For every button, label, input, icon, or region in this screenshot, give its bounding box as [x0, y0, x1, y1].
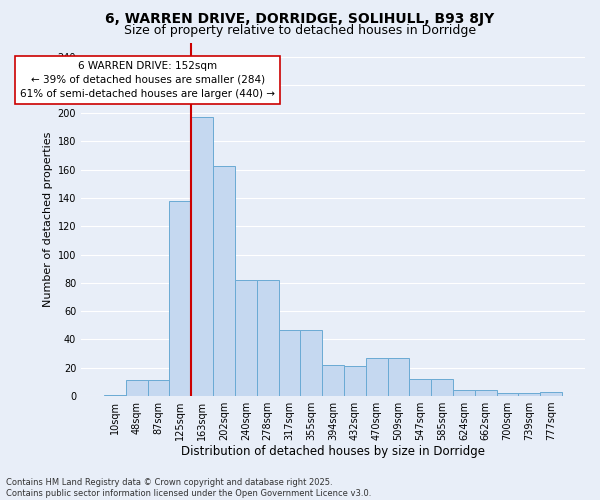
Bar [475, 390, 497, 396]
Bar [191, 118, 213, 396]
Bar [366, 358, 388, 396]
Bar [409, 379, 431, 396]
Bar [497, 393, 518, 396]
Bar [104, 394, 126, 396]
Bar [301, 330, 322, 396]
Text: 6, WARREN DRIVE, DORRIDGE, SOLIHULL, B93 8JY: 6, WARREN DRIVE, DORRIDGE, SOLIHULL, B93… [106, 12, 494, 26]
Text: Size of property relative to detached houses in Dorridge: Size of property relative to detached ho… [124, 24, 476, 37]
Bar [453, 390, 475, 396]
Bar [540, 392, 562, 396]
Bar [278, 330, 301, 396]
Y-axis label: Number of detached properties: Number of detached properties [43, 132, 53, 307]
Bar [388, 358, 409, 396]
Text: 6 WARREN DRIVE: 152sqm
← 39% of detached houses are smaller (284)
61% of semi-de: 6 WARREN DRIVE: 152sqm ← 39% of detached… [20, 61, 275, 99]
Bar [322, 365, 344, 396]
Bar [213, 166, 235, 396]
Bar [169, 201, 191, 396]
Bar [235, 280, 257, 396]
Bar [257, 280, 278, 396]
Bar [148, 380, 169, 396]
Text: Contains HM Land Registry data © Crown copyright and database right 2025.
Contai: Contains HM Land Registry data © Crown c… [6, 478, 371, 498]
Bar [518, 393, 540, 396]
Bar [126, 380, 148, 396]
Bar [344, 366, 366, 396]
Bar [431, 379, 453, 396]
X-axis label: Distribution of detached houses by size in Dorridge: Distribution of detached houses by size … [181, 444, 485, 458]
